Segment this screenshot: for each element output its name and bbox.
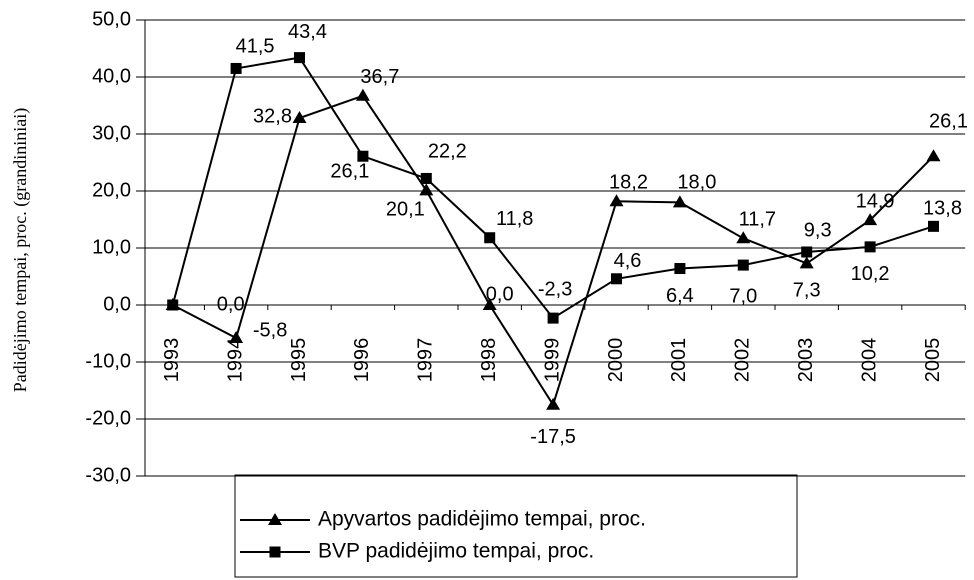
marker-square — [547, 312, 559, 324]
marker-square — [928, 220, 939, 232]
y-tick-label: 50,0 — [92, 8, 131, 30]
marker-square — [864, 241, 876, 253]
data-label: -5,8 — [253, 319, 287, 341]
marker-triangle — [609, 194, 624, 207]
marker-triangle — [292, 111, 307, 124]
data-label: 11,8 — [496, 208, 533, 230]
data-label: 26,1 — [330, 161, 369, 183]
x-tick-label: 1997 — [415, 338, 437, 383]
data-label: -2,3 — [538, 278, 572, 300]
marker-square — [801, 246, 813, 258]
y-tick-label: -10,0 — [85, 350, 131, 372]
x-tick-label: 2001 — [668, 338, 690, 383]
data-label: 9,3 — [804, 219, 832, 241]
marker-triangle — [419, 183, 434, 196]
marker-triangle — [736, 231, 751, 244]
marker-square — [611, 273, 622, 285]
y-tick-label: 30,0 — [92, 122, 131, 144]
marker-triangle — [482, 298, 497, 310]
marker-square — [167, 299, 179, 311]
data-label: 18,0 — [677, 172, 716, 194]
data-label: 0,0 — [486, 283, 514, 305]
data-label: 22,2 — [428, 141, 467, 163]
data-label: 36,7 — [360, 66, 399, 88]
x-tick-label: 2000 — [605, 338, 627, 383]
data-label: 6,4 — [666, 285, 694, 307]
data-label: 43,4 — [288, 21, 327, 43]
marker-square — [674, 263, 686, 275]
marker-square — [357, 150, 369, 162]
x-tick-label: 1993 — [161, 338, 183, 383]
y-tick-label: -30,0 — [85, 464, 131, 486]
data-label: 20,1 — [386, 199, 425, 221]
x-tick-label: 1996 — [351, 338, 373, 383]
data-label: 13,8 — [923, 198, 962, 220]
data-label: -17,5 — [530, 426, 576, 448]
x-tick-label: 2004 — [858, 338, 880, 383]
marker-triangle — [355, 88, 370, 101]
data-label: 32,8 — [253, 105, 292, 127]
marker-square — [230, 62, 242, 74]
legend-label: Apyvartos padidėjimo tempai, proc. — [318, 508, 646, 531]
x-tick-label: 1998 — [478, 338, 500, 383]
marker-square — [737, 259, 749, 271]
marker-triangle — [229, 331, 244, 344]
marker-triangle — [799, 256, 814, 269]
marker-square — [420, 172, 432, 184]
data-label: 10,2 — [851, 263, 890, 285]
y-tick-label: 10,0 — [92, 236, 131, 258]
data-label: 4,6 — [614, 250, 642, 272]
data-label: 26,1 — [929, 111, 968, 133]
y-tick-label: -20,0 — [85, 407, 131, 429]
x-tick-label: 2005 — [922, 338, 944, 383]
marker-square — [294, 52, 305, 64]
data-label: 41,5 — [236, 36, 275, 58]
x-tick-label: 2003 — [795, 338, 817, 383]
x-tick-label: 2002 — [732, 338, 754, 383]
y-tick-label: 20,0 — [92, 179, 131, 201]
marker-triangle — [268, 513, 282, 525]
y-tick-label: 0,0 — [103, 293, 131, 315]
marker-triangle — [546, 397, 561, 410]
marker-square — [484, 232, 496, 244]
data-label: 11,7 — [739, 209, 776, 231]
x-tick-label: 1999 — [541, 338, 563, 383]
marker-triangle — [672, 195, 687, 208]
data-label: 14,9 — [856, 190, 895, 212]
y-axis-title: Padidėjimo tempai, proc. (grandininiai) — [10, 108, 31, 392]
legend-label: BVP padidėjimo tempai, proc. — [318, 540, 594, 563]
marker-triangle — [863, 213, 878, 226]
x-tick-label: 1994 — [224, 338, 246, 383]
x-tick-label: 1995 — [288, 338, 310, 383]
y-tick-label: 40,0 — [92, 65, 131, 87]
data-label: 18,2 — [609, 172, 648, 194]
marker-triangle — [926, 149, 941, 162]
data-label: 0,0 — [217, 293, 245, 315]
marker-square — [269, 546, 281, 558]
legend-box — [234, 474, 798, 578]
data-label: 7,3 — [793, 280, 821, 302]
data-label: 7,0 — [729, 285, 757, 307]
